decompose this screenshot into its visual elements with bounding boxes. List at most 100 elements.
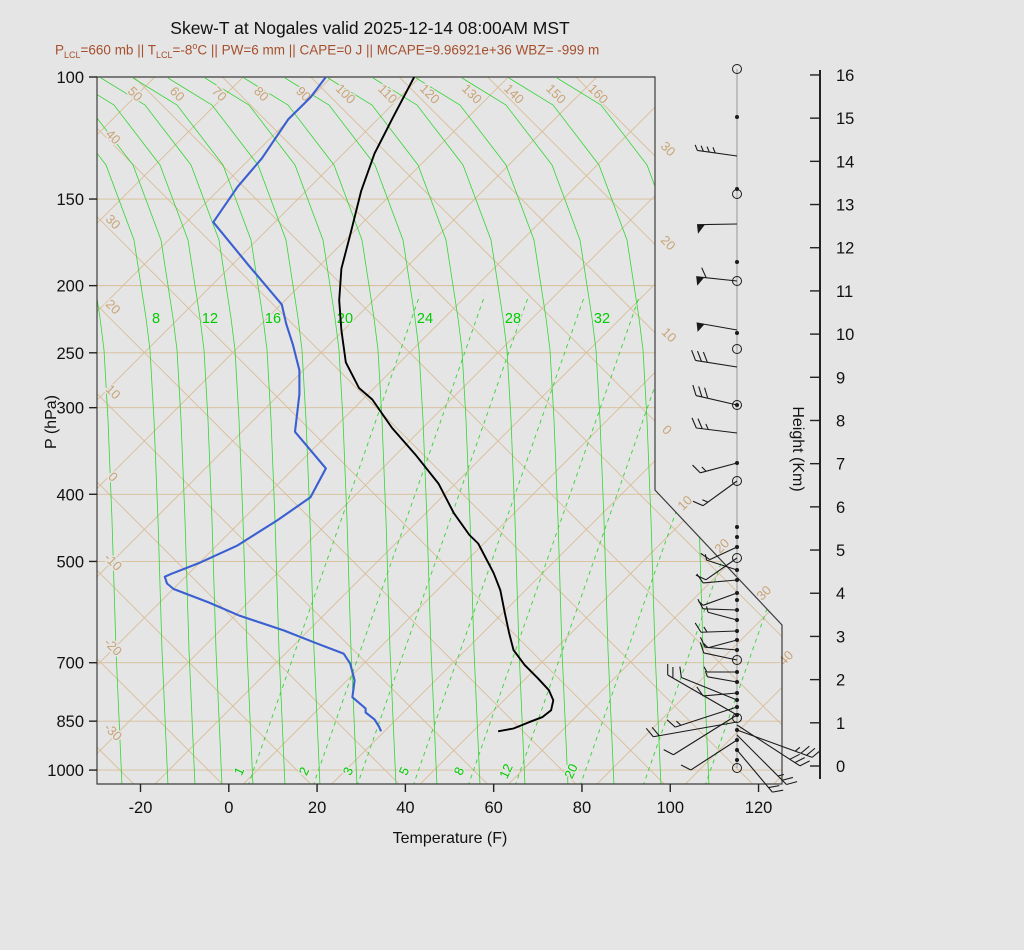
grid-label: 12 (496, 761, 516, 780)
barb-station-dot (735, 331, 739, 335)
barb-half-feather (676, 720, 682, 726)
barb-feather (699, 642, 705, 654)
barb-staff (703, 652, 738, 661)
barb-feather (696, 350, 702, 362)
temperature-tick-label: 40 (396, 799, 414, 817)
barb-staff (703, 608, 738, 611)
barb-staff (695, 395, 738, 406)
wind-barb-column (645, 64, 821, 793)
barb-feather (663, 749, 674, 756)
temperature-tick-label: 60 (484, 799, 502, 817)
wind-barb (732, 189, 742, 199)
barb-staff (702, 592, 738, 606)
grid-label: -10 (101, 550, 125, 574)
barb-staff (681, 677, 738, 701)
barb-feather (704, 387, 709, 399)
wind-barb (699, 642, 742, 665)
barb-half-feather (700, 145, 704, 152)
barb-half-feather (703, 626, 708, 633)
wind-barb (698, 591, 739, 606)
wind-barb (703, 638, 739, 649)
wind-barb (735, 535, 739, 539)
height-tick-label: 16 (836, 67, 854, 85)
grid-label: 0 (659, 422, 675, 438)
pressure-tick-label: 700 (56, 655, 84, 673)
barb-staff (696, 427, 738, 434)
wind-barb (694, 144, 738, 157)
grid-label: 10 (659, 324, 680, 345)
grid-label: 28 (505, 311, 521, 327)
isotherm-line (683, 77, 782, 784)
barb-station-circle (732, 655, 742, 665)
barb-half-feather (712, 147, 716, 154)
grid-label: 10 (674, 492, 695, 513)
dry-adiabat-line (97, 77, 667, 784)
grid-label: 70 (209, 83, 230, 104)
barb-staff (707, 639, 738, 649)
isotherm-line (771, 77, 782, 784)
wind-barb (704, 670, 739, 684)
temperature-tick-label: 100 (656, 799, 684, 817)
barb-feather (696, 573, 704, 584)
temperature-curve (338, 77, 555, 733)
barb-staff (703, 579, 738, 584)
wind-barb (735, 748, 784, 793)
grid-label: 90 (293, 83, 314, 104)
wind-barb (732, 763, 742, 773)
wind-barb (666, 705, 739, 728)
barb-half-feather (706, 146, 710, 153)
grid-line-labels: 50 60 70 80 90 100 110 120 130 140 150 160403020100… (100, 79, 798, 782)
temperature-tick-label: 120 (745, 799, 773, 817)
barb-station-circle (732, 476, 742, 486)
moist-adiabat-line (461, 77, 615, 784)
dry-adiabat-line (97, 77, 579, 784)
height-tick-label: 0 (836, 758, 845, 776)
barb-staff (695, 359, 738, 368)
sounding-curves (163, 77, 555, 733)
barb-feather (692, 464, 701, 474)
barb-staff (706, 559, 738, 571)
dry-adiabat-line (750, 77, 782, 784)
height-tick-label: 14 (836, 153, 854, 171)
skewt-background-grid (97, 77, 782, 784)
wind-barb (732, 64, 742, 74)
barb-station-dot (735, 728, 739, 732)
wind-barb (735, 525, 739, 529)
barb-station-dot (735, 738, 739, 742)
moist-adiabat-line (372, 77, 526, 784)
barb-feather (679, 666, 682, 678)
grid-label: -30 (101, 720, 125, 744)
dry-adiabat-line (573, 77, 782, 784)
barb-half-feather (704, 554, 708, 561)
moist-adiabat-line (97, 77, 123, 784)
mixing-ratio-line (412, 294, 586, 784)
barb-staff (690, 739, 738, 771)
grid-label: 150 (543, 81, 569, 107)
barb-station-circle (732, 763, 742, 773)
barb-station-dot (735, 629, 739, 633)
pressure-tick-label: 500 (56, 553, 84, 571)
grid-label: 140 (501, 81, 527, 107)
barb-staff (707, 611, 738, 621)
barb-station-dot (735, 618, 739, 622)
barb-station-circle (732, 400, 742, 410)
isotherm-line (594, 77, 782, 784)
wind-barb (679, 666, 739, 702)
moist-adiabat-line (97, 77, 169, 784)
mixing-ratio-line (247, 294, 421, 784)
grid-label: 120 (417, 81, 443, 107)
moist-adiabat-line (204, 77, 358, 784)
grid-label: 3 (340, 765, 357, 778)
barb-station-dot (735, 608, 739, 612)
barb-station-dot (735, 758, 739, 762)
temperature-tick-label: 20 (308, 799, 326, 817)
wind-barb (692, 384, 742, 410)
grid-label: 50 (125, 83, 146, 104)
isotherm-line (97, 77, 334, 784)
barb-station-dot (735, 403, 739, 407)
barb-feather (666, 719, 676, 728)
height-tick-label: 5 (836, 542, 845, 560)
sounding-indices-subtitle: PLCL=660 mb || TLCL=-8oC || PW=6 mm || C… (55, 41, 600, 61)
